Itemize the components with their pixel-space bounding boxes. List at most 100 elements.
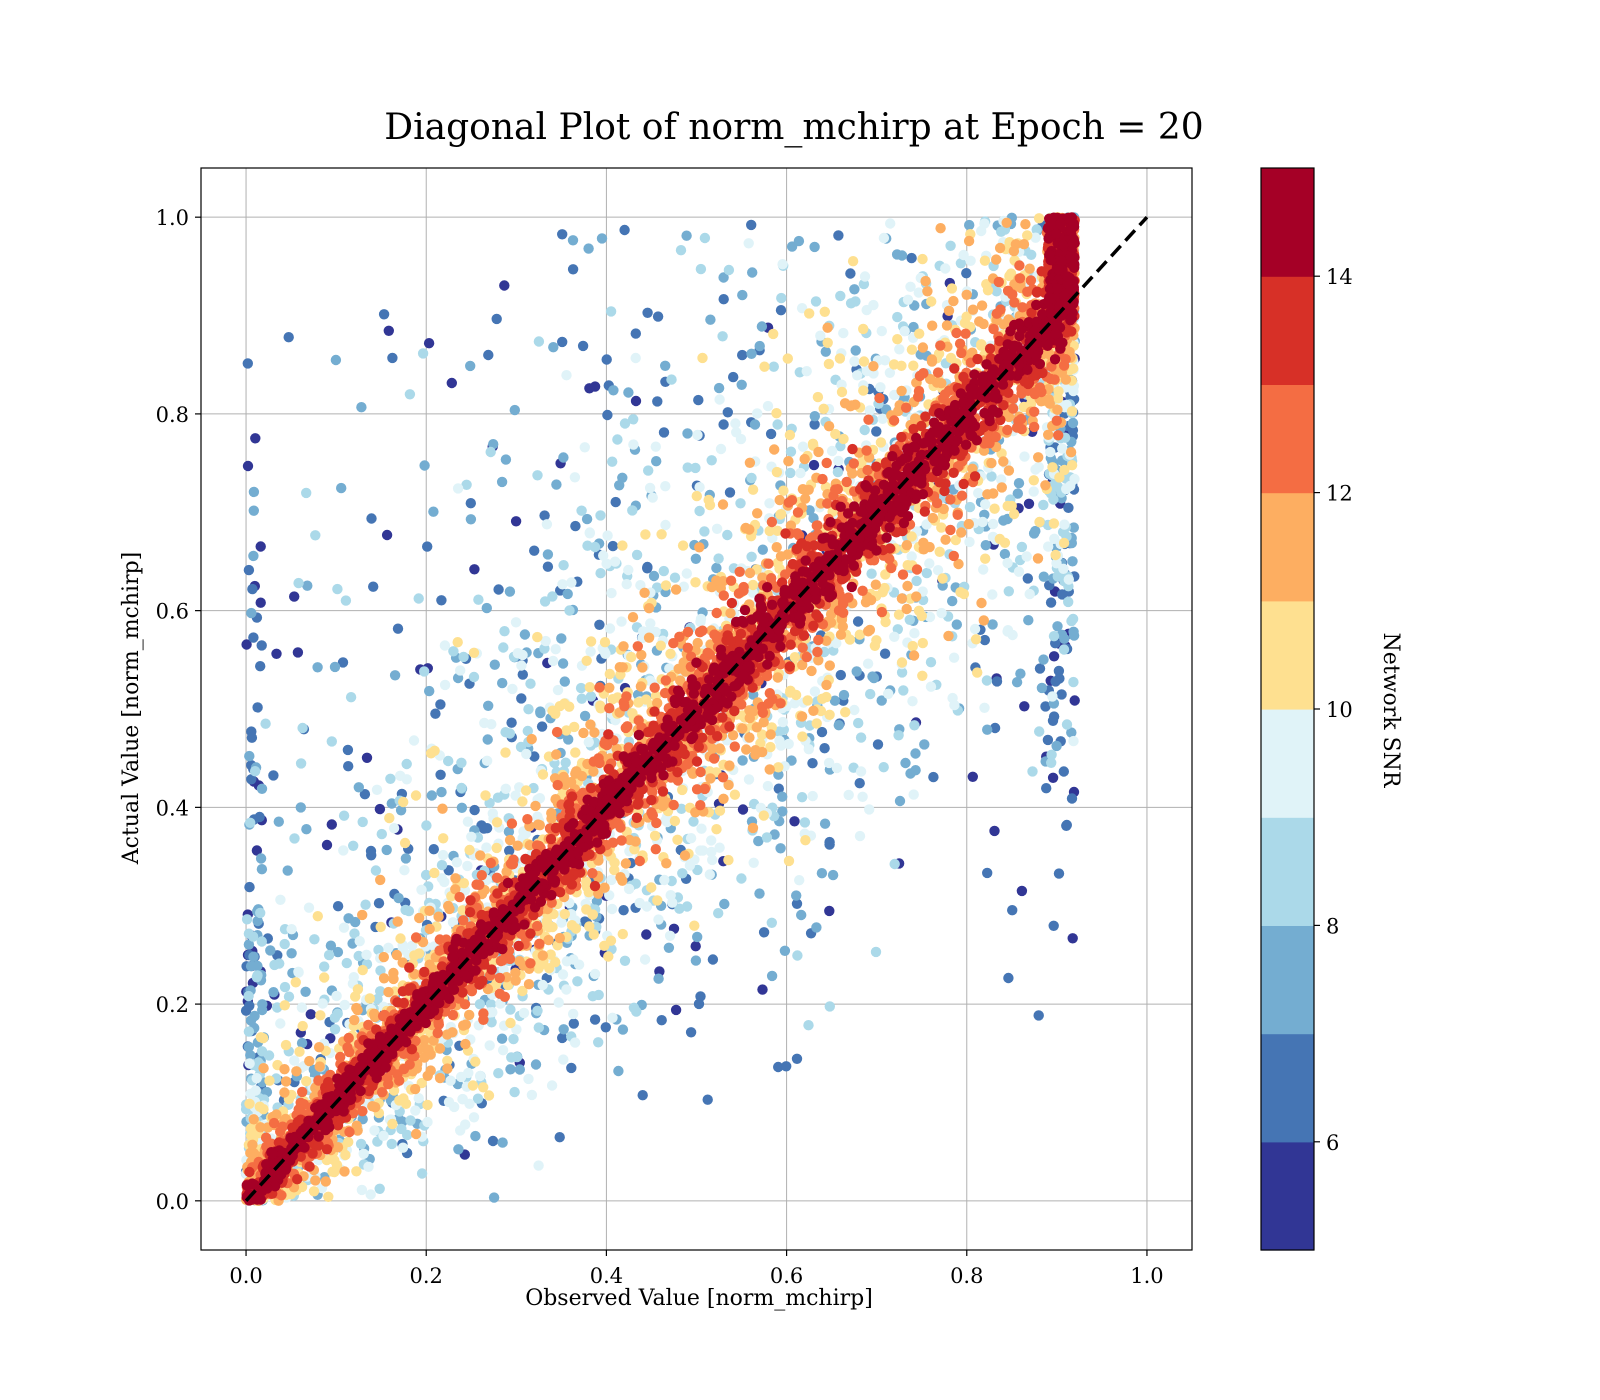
scatter-point xyxy=(452,637,463,648)
scatter-point xyxy=(1065,447,1077,458)
scatter-point xyxy=(978,615,989,626)
scatter-point xyxy=(370,1102,381,1113)
scatter-point xyxy=(301,1076,312,1087)
scatter-point xyxy=(1043,541,1054,552)
scatter-point xyxy=(642,561,653,573)
scatter-point xyxy=(589,1014,601,1025)
scatter-point xyxy=(835,290,846,302)
scatter-point xyxy=(917,670,928,681)
scatter-point xyxy=(579,442,590,453)
scatter-point xyxy=(704,869,715,880)
scatter-point xyxy=(508,1033,519,1045)
scatter-point xyxy=(901,540,913,551)
scatter-point xyxy=(736,379,747,390)
scatter-point xyxy=(547,655,559,667)
scatter-point xyxy=(679,850,691,861)
scatter-point xyxy=(462,816,474,827)
scatter-point xyxy=(935,223,946,234)
scatter-point xyxy=(706,835,717,846)
scatter-point xyxy=(395,805,407,816)
scatter-point xyxy=(443,755,454,767)
scatter-point xyxy=(340,1149,351,1161)
scatter-point xyxy=(870,946,882,958)
chart-title: Diagonal Plot of norm_mchirp at Epoch = … xyxy=(384,107,1203,148)
scatter-point xyxy=(719,898,730,910)
scatter-point xyxy=(936,522,947,533)
scatter-point xyxy=(896,593,908,604)
scatter-point xyxy=(910,748,921,759)
scatter-point xyxy=(553,997,564,1008)
scatter-point xyxy=(730,418,741,429)
scatter-point xyxy=(1046,749,1057,760)
scatter-point xyxy=(1028,486,1039,497)
scatter-point xyxy=(849,704,860,716)
scatter-point xyxy=(627,612,639,623)
scatter-point xyxy=(1046,757,1057,768)
scatter-point xyxy=(296,1002,308,1013)
scatter-point xyxy=(969,623,981,635)
scatter-point xyxy=(775,740,787,751)
scatter-points xyxy=(240,212,1081,1206)
scatter-point xyxy=(909,720,920,731)
scatter-point xyxy=(436,859,448,871)
scatter-point xyxy=(1052,621,1063,632)
scatter-point xyxy=(858,323,869,335)
scatter-point xyxy=(690,462,701,474)
scatter-point xyxy=(387,1118,398,1130)
scatter-point xyxy=(967,771,978,782)
scatter-point xyxy=(373,898,385,909)
scatter-point xyxy=(850,345,861,356)
scatter-point xyxy=(682,462,693,473)
scatter-point xyxy=(599,646,610,657)
scatter-point xyxy=(717,499,729,510)
scatter-point xyxy=(616,616,627,627)
scatter-point xyxy=(424,905,435,916)
scatter-point xyxy=(681,568,692,579)
scatter-point xyxy=(690,553,702,564)
scatter-point xyxy=(617,540,628,551)
scatter-point xyxy=(872,739,884,750)
scatter-point xyxy=(722,529,733,541)
scatter-point xyxy=(936,378,947,389)
scatter-point xyxy=(945,352,957,364)
scatter-point xyxy=(489,659,500,670)
scatter-point xyxy=(537,769,549,780)
scatter-point xyxy=(718,272,729,283)
scatter-point xyxy=(589,541,601,553)
scatter-point xyxy=(764,764,775,775)
scatter-point xyxy=(799,817,811,828)
scatter-point xyxy=(422,1116,433,1128)
scatter-point xyxy=(371,784,383,795)
scatter-point xyxy=(937,573,948,584)
scatter-point xyxy=(387,352,398,364)
scatter-point xyxy=(462,860,473,872)
scatter-point xyxy=(368,581,379,592)
scatter-point xyxy=(1061,483,1072,495)
scatter-point xyxy=(329,661,341,673)
scatter-point xyxy=(694,505,705,517)
scatter-point xyxy=(797,441,809,452)
scatter-point xyxy=(464,844,475,856)
scatter-point xyxy=(468,1112,480,1123)
scatter-point xyxy=(909,628,920,639)
scatter-point xyxy=(694,482,705,493)
scatter-point xyxy=(518,1007,530,1019)
scatter-point xyxy=(374,803,386,815)
scatter-point xyxy=(255,1122,266,1133)
scatter-point xyxy=(1059,633,1070,644)
scatter-point xyxy=(917,253,928,265)
scatter-point xyxy=(320,1176,331,1187)
scatter-point xyxy=(744,457,756,468)
scatter-point xyxy=(486,1017,497,1028)
scatter-point xyxy=(849,356,860,367)
scatter-point xyxy=(809,411,820,422)
scatter-point xyxy=(339,1166,350,1177)
scatter-point xyxy=(635,681,647,692)
scatter-point xyxy=(681,230,692,241)
scatter-point xyxy=(366,513,377,524)
scatter-point xyxy=(309,934,320,945)
scatter-point xyxy=(543,934,554,946)
scatter-point xyxy=(437,849,449,861)
scatter-point xyxy=(558,1054,569,1065)
scatter-point xyxy=(729,789,741,800)
